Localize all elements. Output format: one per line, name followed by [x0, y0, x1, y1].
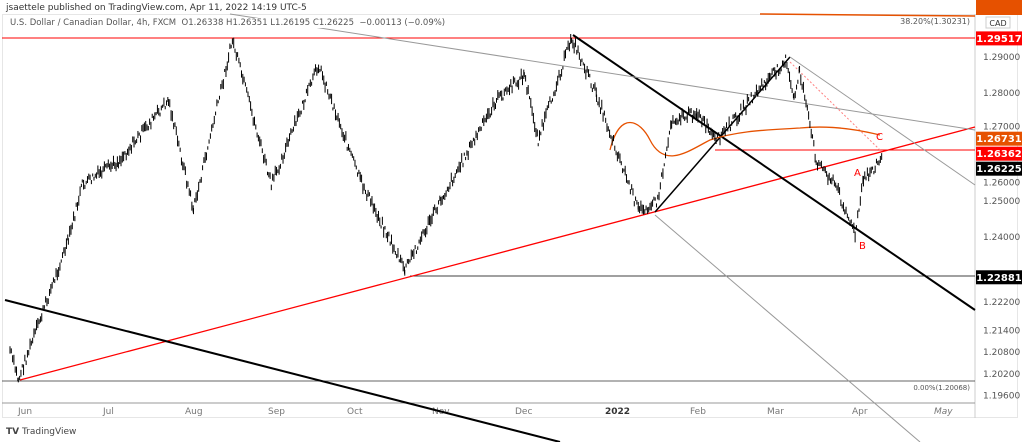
wave-label-A: A — [854, 168, 861, 179]
price-label-text: 1.26731 — [976, 134, 1022, 145]
price-label-box — [976, 270, 1022, 285]
pink-line — [789, 61, 881, 151]
price-label-text: 1.26225 — [976, 164, 1022, 175]
x-tick-label: Aug — [185, 407, 203, 417]
x-tick-label: Jul — [102, 407, 114, 417]
x-tick-label: May — [934, 407, 953, 417]
y-tick-label: 1.21400 — [983, 327, 1020, 337]
fib-0-label: 0.00%(1.20068) — [913, 384, 970, 392]
price-label-box — [976, 161, 1022, 176]
y-tick-label: 1.29000 — [983, 53, 1020, 63]
price-label-box — [976, 31, 1022, 46]
y-tick-label: 1.20800 — [983, 348, 1020, 358]
currency-tag-text: CAD — [989, 19, 1006, 28]
black-trendline-lower — [4, 299, 561, 442]
y-tick-label: 1.28000 — [983, 89, 1020, 99]
x-tick-label: Sep — [268, 407, 285, 417]
fib-382-line — [759, 13, 976, 17]
x-tick-label: Apr — [852, 407, 868, 417]
price-label-text: 1.22881 — [976, 273, 1022, 284]
x-tick-label: Feb — [690, 407, 706, 417]
published-info: jsaettele published on TradingView.com, … — [6, 3, 307, 13]
y-tick-label: 1.27000 — [983, 123, 1020, 133]
chart-frame[interactable] — [2, 14, 1018, 418]
ohlc-values: O1.26338 H1.26351 L1.26195 C1.26225 — [181, 18, 354, 28]
y-tick-label: 1.25000 — [983, 197, 1020, 207]
y-tick-label: 1.24000 — [983, 233, 1020, 243]
brand-text: TradingView — [21, 427, 77, 437]
fib-382-label: 38.20%(1.30231) — [900, 17, 970, 26]
currency-tag — [985, 16, 1011, 29]
top-price-label — [976, 0, 1022, 15]
y-tick-label: 1.22200 — [983, 298, 1020, 308]
red-trendline — [19, 126, 976, 381]
x-tick-label: Mar — [767, 407, 784, 417]
x-tick-label: 2022 — [605, 407, 630, 417]
price-label-box — [976, 146, 1022, 161]
tradingview-logo: TV TradingView — [6, 427, 77, 437]
black-channel-line — [654, 56, 791, 213]
gray-channel-upper — [789, 56, 976, 186]
symbol-legend: U.S. Dollar / Canadian Dollar, 4h, FXCM … — [10, 18, 446, 28]
price-label-text: 1.26362 — [976, 149, 1022, 160]
symbol-name: U.S. Dollar / Canadian Dollar, 4h, FXCM — [10, 18, 177, 28]
gray-trendline-top — [229, 13, 976, 131]
moving-average-line — [609, 121, 881, 157]
x-tick-label: Jun — [17, 407, 32, 417]
change-value: −0.00113 (−0.09%) — [359, 18, 446, 28]
black-trendline-upper — [572, 34, 976, 311]
y-tick-label: 1.20200 — [983, 370, 1020, 380]
x-tick-label: Dec — [515, 407, 532, 417]
gray-channel-lower — [654, 214, 921, 442]
y-tick-label: 1.19600 — [983, 391, 1020, 401]
wave-label-C: C — [876, 132, 883, 143]
wave-label-B: B — [859, 241, 866, 252]
y-tick-label: 1.26000 — [983, 179, 1020, 189]
price-label-text: 1.29517 — [976, 34, 1022, 45]
x-tick-label: Oct — [347, 407, 363, 417]
price-label-box — [976, 131, 1022, 146]
